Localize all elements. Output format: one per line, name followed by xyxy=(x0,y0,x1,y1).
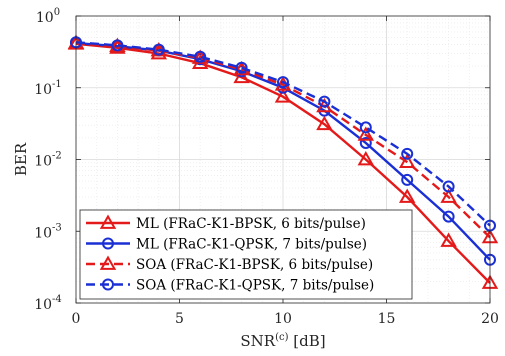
series-line xyxy=(75,42,491,284)
axis-ticks: 0 5 10 15 20 100 10-1 10-2 10-3 10-4 xyxy=(34,7,499,327)
legend-entry: SOA (FRaC-K1-QPSK, 7 bits/pulse) xyxy=(86,278,374,294)
x-axis-label-superscript: (c) xyxy=(275,332,289,343)
legend-label: ML (FRaC-K1-BPSK, 6 bits/pulse) xyxy=(136,216,366,232)
legend: ML (FRaC-K1-BPSK, 6 bits/pulse) ML (FRaC-… xyxy=(79,209,413,300)
legend-entry: ML (FRaC-K1-QPSK, 7 bits/pulse) xyxy=(86,237,367,253)
data-point xyxy=(318,95,331,108)
data-point xyxy=(398,153,416,168)
series-layer xyxy=(67,34,499,289)
legend-label: ML (FRaC-K1-QPSK, 7 bits/pulse) xyxy=(136,237,367,253)
data-point xyxy=(316,115,333,131)
data-point xyxy=(440,232,457,247)
legend-entry: SOA (FRaC-K1-BPSK, 6 bits/pulse) xyxy=(86,255,373,273)
y-tick-label: 10-2 xyxy=(34,151,62,170)
data-point xyxy=(111,39,124,52)
y-tick-label: 10-1 xyxy=(34,79,62,98)
data-point xyxy=(277,76,289,89)
data-point xyxy=(442,210,455,223)
x-tick-label: 15 xyxy=(378,311,396,327)
legend-box xyxy=(79,209,413,300)
data-point xyxy=(398,188,416,203)
legend-label: SOA (FRaC-K1-BPSK, 6 bits/pulse) xyxy=(136,257,373,273)
data-point xyxy=(359,121,372,134)
x-tick-label: 20 xyxy=(481,311,499,327)
legend-marker xyxy=(99,214,117,229)
data-point xyxy=(274,88,292,103)
data-point xyxy=(235,61,248,74)
data-point xyxy=(359,136,372,149)
legend-marker xyxy=(99,255,117,270)
legend-entry: ML (FRaC-K1-BPSK, 6 bits/pulse) xyxy=(86,214,366,232)
y-tick-label: 10-3 xyxy=(34,222,62,241)
x-tick-label: 10 xyxy=(274,311,292,327)
data-point xyxy=(401,147,414,160)
data-point xyxy=(152,43,165,56)
y-tick-label: 100 xyxy=(36,7,60,26)
y-axis-label: BER xyxy=(12,142,30,176)
data-point xyxy=(440,188,457,203)
x-axis-label-unit: [dB] xyxy=(289,332,326,350)
x-tick-label: 5 xyxy=(175,311,184,327)
x-axis-label-main: SNR xyxy=(240,332,275,350)
legend-marker xyxy=(102,237,114,250)
data-point xyxy=(233,68,250,84)
legend-marker xyxy=(102,278,114,291)
data-point xyxy=(357,126,375,141)
x-tick-label: 0 xyxy=(72,311,81,327)
data-point xyxy=(401,173,414,186)
series-line xyxy=(75,41,491,239)
series-line xyxy=(75,41,491,227)
y-tick-label: 10-4 xyxy=(34,294,62,313)
data-point xyxy=(194,50,207,63)
data-point xyxy=(357,150,375,166)
legend-label: SOA (FRaC-K1-QPSK, 7 bits/pulse) xyxy=(136,278,374,294)
data-point xyxy=(442,180,455,193)
x-axis-label: SNR(c) [dB] xyxy=(240,332,325,350)
